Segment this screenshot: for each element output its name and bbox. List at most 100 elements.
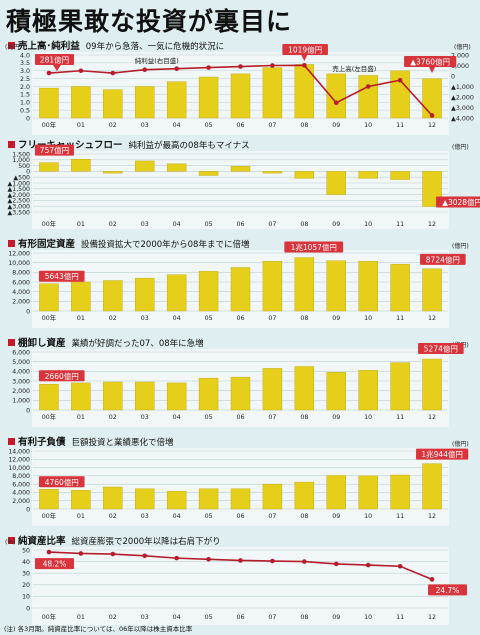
red-square-icon: [8, 537, 15, 544]
y-tick-label: 2.0: [20, 84, 30, 91]
value-bar: [422, 358, 442, 411]
y-tick-label: 1,000: [12, 157, 30, 164]
y-tick-label: 10,000: [8, 465, 30, 472]
equity-ratio-point: [397, 563, 403, 569]
y-tick-label: 6,000: [12, 279, 30, 286]
callout-value-box: [418, 343, 464, 355]
y-tick-label: 2.5: [20, 76, 30, 83]
equity-ratio-point: [206, 556, 211, 562]
panel-heading-sales: 売上高･純利益 09年から急落、一気に危機的状況に: [8, 38, 224, 52]
x-tick-label: 01: [77, 513, 85, 520]
y-tick-label: 4,000: [12, 490, 30, 497]
callout-value-text: ▲3028億円: [442, 197, 480, 207]
x-tick-label: 04: [173, 614, 181, 621]
x-tick-label: 08: [300, 221, 308, 228]
x-tick-label: 07: [268, 414, 276, 421]
callout-value: 1兆1057億円: [284, 241, 344, 253]
callout-value: 5274億円: [418, 343, 464, 355]
callout-net-2012-text: ▲3760億円: [410, 57, 450, 67]
y-tick-label: 14,000: [8, 448, 30, 455]
y-tick-label: ▲500: [13, 175, 30, 182]
x-tick-label: 05: [205, 513, 213, 520]
x-tick-label: 06: [236, 614, 244, 621]
x-tick-label: 10: [364, 614, 372, 621]
callout-value: ▲3028億円: [436, 196, 480, 208]
equity-ratio-point: [270, 558, 275, 564]
sales-bar: [135, 86, 155, 119]
x-tick-label: 12: [428, 221, 436, 228]
callout-value: 757億円: [34, 144, 74, 156]
y2-tick-label: 0: [451, 73, 455, 80]
callout-ratio-2000-box: [35, 558, 74, 570]
value-bar: [71, 281, 91, 312]
callout-ratio-2012-box: [428, 584, 468, 596]
y-tick-label: 1.5: [20, 92, 30, 99]
y-tick-label: ▲2,500: [8, 198, 31, 205]
x-tick-label: 11: [396, 315, 404, 322]
value-bar: [103, 381, 123, 411]
value-bar: [39, 384, 59, 411]
callout-value-box: [34, 144, 74, 156]
y-tick-label: 10,000: [8, 260, 30, 267]
x-tick-label: 09: [332, 414, 340, 421]
value-bar: [422, 463, 442, 510]
value-bar: [422, 268, 442, 312]
callout-value-box: [416, 448, 469, 460]
callout-value-box: [38, 370, 85, 382]
value-bar: [198, 488, 219, 510]
equity-ratio-point: [302, 559, 307, 564]
net-income-point: [110, 70, 116, 76]
panel-subtitle: 09年から急落、一気に危機的状況に: [85, 42, 225, 52]
callout-net-2000-pointer: [52, 65, 61, 71]
panel-title: 有形固定資産: [18, 239, 76, 250]
x-tick-label: 10: [364, 315, 372, 322]
panel-heading-equity-ratio: 純資産比率 総資産膨張で2000年以降は右肩下がり: [8, 533, 221, 547]
x-tick-label: 12: [428, 122, 436, 129]
x-tick-label: 11: [396, 414, 404, 421]
y-tick-label: 6,000: [12, 481, 30, 488]
y-tick-label: 1,000: [12, 398, 30, 405]
panel-heading-debt: 有利子負債 巨額投資と業績悪化で倍増: [8, 434, 174, 448]
x-tick-label: 02: [109, 122, 117, 129]
equity-ratio-point: [78, 551, 84, 556]
value-bar: [71, 159, 91, 172]
y-tick-label: 4.0: [20, 52, 30, 59]
value-bar: [135, 488, 155, 510]
x-tick-label: 00年: [42, 511, 56, 520]
x-tick-label: 01: [77, 414, 85, 421]
y-tick-label: 3,000: [12, 378, 30, 385]
value-bar: [135, 381, 155, 411]
x-tick-label: 02: [109, 221, 117, 228]
x-tick-label: 04: [173, 315, 181, 322]
x-tick-label: 07: [268, 221, 276, 228]
net-income-point: [206, 65, 211, 70]
y-tick-label: ▲2,000: [8, 192, 31, 199]
y-tick-label: 0: [26, 605, 30, 612]
panel-title: 売上高･純利益: [18, 41, 80, 52]
callout-value: 2660億円: [38, 370, 85, 382]
x-tick-label: 09: [332, 221, 340, 228]
x-tick-label: 03: [141, 221, 149, 228]
value-bar: [294, 257, 315, 312]
y-tick-label: 40: [22, 559, 30, 566]
x-tick-label: 06: [236, 414, 244, 421]
value-bar: [230, 267, 251, 312]
x-tick-label: 01: [77, 221, 85, 228]
callout-ratio-2000-text: 48.2%: [43, 560, 67, 569]
value-bar: [390, 171, 410, 180]
y-tick-label: 0: [26, 407, 30, 414]
sales-bar: [198, 76, 219, 119]
x-tick-label: 04: [173, 221, 181, 228]
plot-area-4: [32, 448, 449, 526]
x-tick-label: 12: [428, 614, 436, 621]
y-tick-label: 6,000: [12, 349, 30, 356]
y-tick-label: 2,000: [12, 388, 30, 395]
sales-bar: [326, 73, 346, 119]
net-income-point: [365, 84, 371, 89]
y2-tick-label: ▲2,000: [451, 94, 474, 101]
value-bar: [103, 486, 123, 510]
value-bar: [326, 475, 346, 510]
y-tick-label: 8,000: [12, 473, 30, 480]
panel-heading-fixed-assets: 有形固定資産 設備投資拡大で2000年から08年までに倍増: [8, 236, 249, 250]
callout-net-2000-box: [35, 54, 74, 65]
